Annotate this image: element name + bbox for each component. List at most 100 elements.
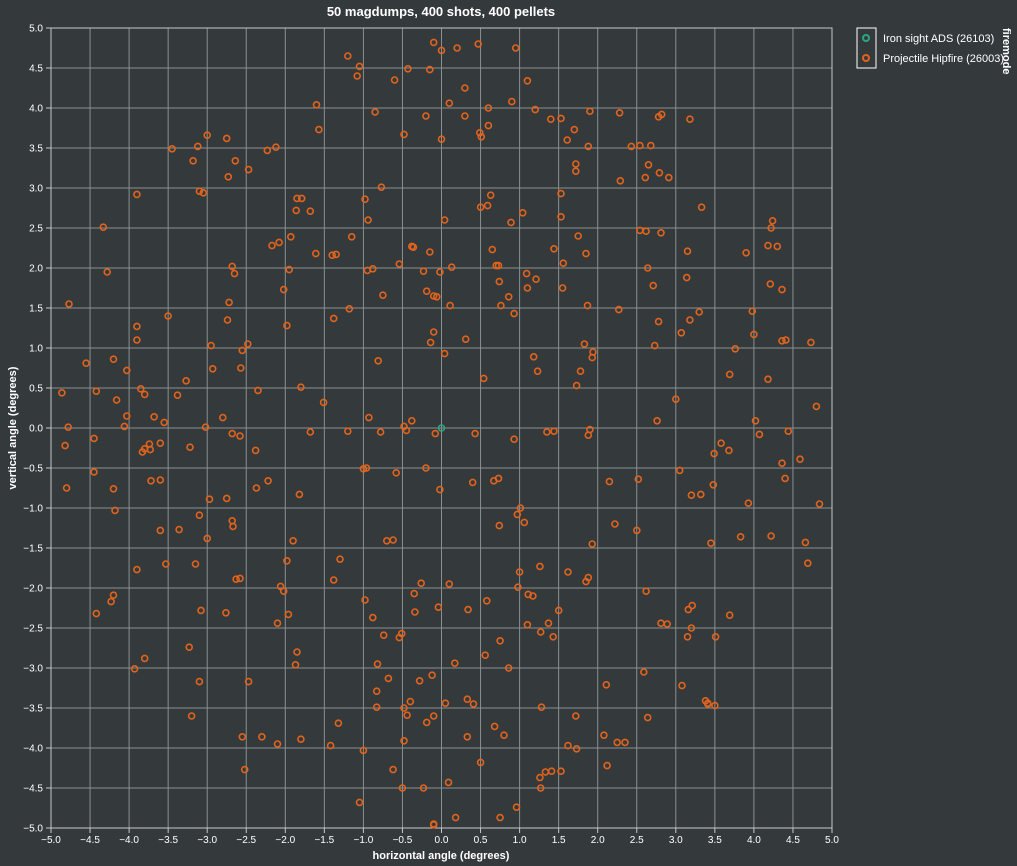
hipfire-point xyxy=(329,576,338,584)
hipfire-point xyxy=(484,121,493,130)
hipfire-point xyxy=(334,719,343,728)
x-tick-label: 1.0 xyxy=(513,835,527,846)
hipfire-point xyxy=(616,177,625,185)
hipfire-point xyxy=(646,141,655,150)
hipfire-point xyxy=(471,429,479,438)
hipfire-point xyxy=(522,269,531,278)
hipfire-point xyxy=(419,784,428,792)
hipfire-point xyxy=(230,269,239,278)
y-tick-label: 3.5 xyxy=(29,144,43,155)
hipfire-point xyxy=(497,301,505,310)
hipfire-point xyxy=(550,427,558,436)
hipfire-point xyxy=(778,285,786,294)
hipfire-point xyxy=(643,713,652,722)
hipfire-point xyxy=(372,687,381,696)
hipfire-point xyxy=(434,603,443,612)
hipfire-point xyxy=(663,620,672,628)
hipfire-point xyxy=(574,232,583,240)
hipfire-point xyxy=(507,218,515,227)
hipfire-point xyxy=(185,643,193,652)
hipfire-point xyxy=(677,328,686,337)
hipfire-point xyxy=(541,768,550,776)
legend-label-projectile-hipfire[interactable]: Projectile Hipfire (26003) xyxy=(883,53,1004,65)
hipfire-point xyxy=(293,194,301,203)
hipfire-point xyxy=(203,534,211,543)
hipfire-point xyxy=(194,142,202,151)
hipfire-point xyxy=(112,396,121,404)
hipfire-point xyxy=(372,703,381,712)
hipfire-point xyxy=(268,241,276,250)
hipfire-point xyxy=(632,526,641,535)
hipfire-point xyxy=(461,335,470,344)
y-tick-label: −2.5 xyxy=(23,624,43,635)
hipfire-point xyxy=(671,395,680,404)
hipfire-point xyxy=(162,560,170,568)
hipfire-point xyxy=(398,784,407,792)
hipfire-point xyxy=(572,744,581,753)
hipfire-point xyxy=(410,589,419,598)
hipfire-point xyxy=(583,301,592,310)
y-tick-label: −4.5 xyxy=(23,784,43,795)
hipfire-point xyxy=(422,718,431,727)
hipfire-point xyxy=(364,216,372,224)
hipfire-point xyxy=(406,697,415,706)
hipfire-point xyxy=(484,104,493,112)
y-tick-label: 3.0 xyxy=(29,184,43,195)
hipfire-point xyxy=(557,213,565,221)
hipfire-point xyxy=(400,130,408,139)
hipfire-point xyxy=(653,416,661,425)
hipfire-point xyxy=(160,418,168,427)
hipfire-point xyxy=(494,474,503,483)
hipfire-point xyxy=(682,273,691,282)
hipfire-point xyxy=(156,526,165,535)
x-tick-label: −3.5 xyxy=(158,835,178,846)
hipfire-point xyxy=(750,330,758,339)
hipfire-point xyxy=(400,704,408,712)
legend-marker-projectile-hipfire xyxy=(862,54,870,62)
hipfire-point xyxy=(187,712,196,720)
hipfire-point xyxy=(440,349,449,358)
hipfire-point xyxy=(796,455,804,464)
hipfire-point xyxy=(570,125,579,134)
hipfire-point xyxy=(284,610,293,619)
hipfire-point xyxy=(710,449,718,458)
hipfire-point xyxy=(223,316,232,324)
hipfire-point xyxy=(359,746,368,755)
hipfire-point xyxy=(437,46,446,55)
hipfire-point xyxy=(687,491,696,500)
hipfire-point xyxy=(751,416,760,425)
hipfire-point xyxy=(688,601,697,610)
hipfire-point xyxy=(189,157,197,165)
hipfire-point xyxy=(279,285,288,294)
hipfire-point xyxy=(474,40,483,48)
legend-label-iron-sight[interactable]: Iron sight ADS (26103) xyxy=(883,33,994,45)
hipfire-point xyxy=(140,390,149,399)
y-tick-label: −2.0 xyxy=(23,584,43,595)
hipfire-point xyxy=(445,99,454,107)
hipfire-point xyxy=(482,596,491,605)
hipfire-point xyxy=(461,84,469,92)
hipfire-point xyxy=(368,264,377,273)
hipfire-point xyxy=(419,267,428,276)
hipfire-point xyxy=(697,203,706,211)
hipfire-point xyxy=(64,423,72,432)
hipfire-point xyxy=(285,265,294,274)
hipfire-point xyxy=(586,107,594,115)
y-tick-label: 4.0 xyxy=(29,104,43,115)
hipfire-point xyxy=(602,680,611,689)
hipfire-point xyxy=(717,439,725,448)
hipfire-point xyxy=(297,735,305,744)
hipfire-point xyxy=(500,731,508,740)
hipfire-point xyxy=(111,506,119,515)
x-axis: −5.0 −4.5 −4.0 −3.5 −3.0 −2.5 −2.0 −1.5 −1.0 −0.5… xyxy=(41,828,839,846)
hipfire-point xyxy=(476,203,485,211)
hipfire-point xyxy=(197,606,205,615)
hipfire-point xyxy=(725,446,733,455)
hipfire-point xyxy=(138,448,147,456)
hipfire-point xyxy=(422,464,430,472)
hipfire-point xyxy=(133,565,141,574)
hipfire-point xyxy=(495,521,504,530)
hipfire-point xyxy=(292,206,301,215)
hipfire-point xyxy=(133,322,141,331)
hipfire-point xyxy=(411,608,419,616)
